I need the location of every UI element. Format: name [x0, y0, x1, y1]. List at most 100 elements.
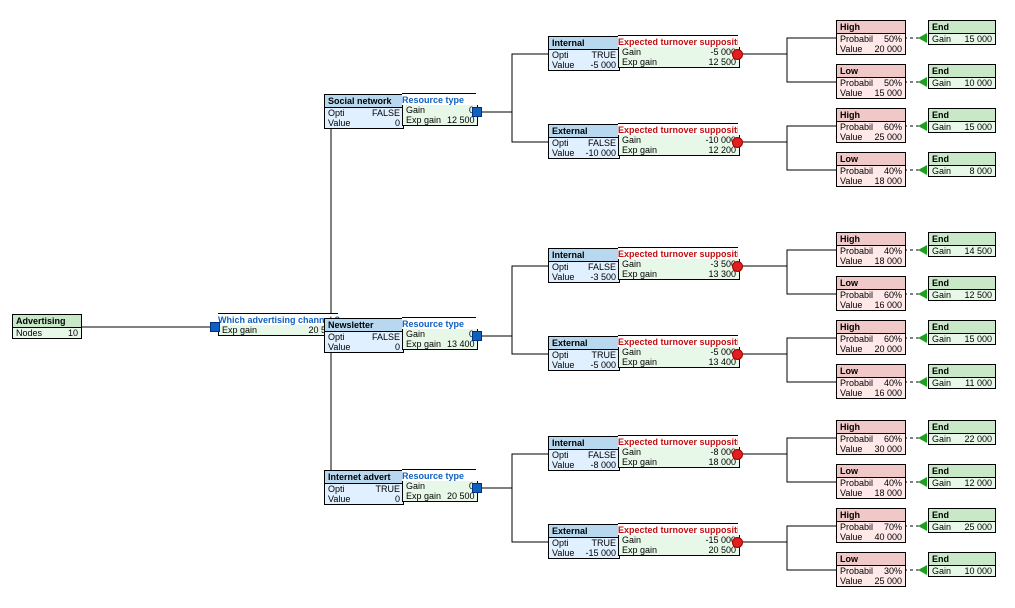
chance-marker-1-1: [732, 349, 743, 360]
outcome-0: HighProbabil50%Value20 000: [836, 20, 906, 55]
chance-marker-0-0: [732, 49, 743, 60]
decision-marker-root: [210, 322, 220, 332]
outcome-4-title: High: [837, 233, 905, 246]
resource-2-0-title: Internal: [549, 437, 619, 450]
outcome-3-title: Low: [837, 153, 905, 166]
outcome-0-title: High: [837, 21, 905, 34]
root-title: Advertising: [13, 315, 81, 328]
resource-0-1: ExternalOptiFALSEValue-10 000: [548, 124, 620, 159]
end-5-title: End: [929, 277, 995, 290]
outcome-7: LowProbabil40%Value16 000: [836, 364, 906, 399]
chance-marker-0-1: [732, 137, 743, 148]
end-2-title: End: [929, 109, 995, 122]
end-6-title: End: [929, 321, 995, 334]
channel-side-2-label: Resource type: [402, 469, 476, 481]
channel-side-0: Gain0Exp gain12 500: [402, 105, 478, 126]
resource-side-0-1: Gain-10 000Exp gain12 200: [618, 135, 740, 156]
resource-0-0: InternalOptiTRUEValue-5 000: [548, 36, 620, 71]
channel-2: Internet advertOptiTRUEValue0: [324, 470, 404, 505]
end-marker-9: [918, 477, 927, 487]
end-marker-10: [918, 521, 927, 531]
end-9-title: End: [929, 465, 995, 478]
root-nodes-value: 10: [42, 328, 78, 338]
end-marker-2: [918, 121, 927, 131]
end-marker-3: [918, 165, 927, 175]
outcome-8-title: High: [837, 421, 905, 434]
outcome-6-title: High: [837, 321, 905, 334]
outcome-9-title: Low: [837, 465, 905, 478]
outcome-5: LowProbabil60%Value16 000: [836, 276, 906, 311]
end-marker-4: [918, 245, 927, 255]
channel-side-2: Gain0Exp gain20 500: [402, 481, 478, 502]
end-1-title: End: [929, 65, 995, 78]
outcome-3: LowProbabil40%Value18 000: [836, 152, 906, 187]
channel-side-1: Gain0Exp gain13 400: [402, 329, 478, 350]
resource-side-0-0: Gain-5 000Exp gain12 500: [618, 47, 740, 68]
outcome-11-title: Low: [837, 553, 905, 566]
outcome-9: LowProbabil40%Value18 000: [836, 464, 906, 499]
end-11: EndGain10 000: [928, 552, 996, 577]
end-0-title: End: [929, 21, 995, 34]
resource-side-1-0: Gain-3 500Exp gain13 300: [618, 259, 740, 280]
end-7-title: End: [929, 365, 995, 378]
channel-side-0-label: Resource type: [402, 93, 476, 105]
outcome-2: HighProbabil60%Value25 000: [836, 108, 906, 143]
end-1: EndGain10 000: [928, 64, 996, 89]
end-10: EndGain25 000: [928, 508, 996, 533]
end-3: EndGain8 000: [928, 152, 996, 177]
channel-0: Social networkOptiFALSEValue0: [324, 94, 404, 129]
outcome-7-title: Low: [837, 365, 905, 378]
resource-1-0: InternalOptiFALSEValue-3 500: [548, 248, 620, 283]
resource-2-1: ExternalOptiTRUEValue-15 000: [548, 524, 620, 559]
end-11-title: End: [929, 553, 995, 566]
end-5: EndGain12 500: [928, 276, 996, 301]
outcome-11: LowProbabil30%Value25 000: [836, 552, 906, 587]
resource-side-1-1-label: Expected turnover supposition: [618, 335, 738, 347]
channel-0-title: Social network: [325, 95, 403, 108]
end-2: EndGain15 000: [928, 108, 996, 133]
outcome-10-title: High: [837, 509, 905, 522]
outcome-8: HighProbabil60%Value30 000: [836, 420, 906, 455]
end-0: EndGain15 000: [928, 20, 996, 45]
end-6: EndGain15 000: [928, 320, 996, 345]
end-3-title: End: [929, 153, 995, 166]
resource-side-2-0-label: Expected turnover supposition: [618, 435, 738, 447]
channel-1: NewsletterOptiFALSEValue0: [324, 318, 404, 353]
outcome-10: HighProbabil70%Value40 000: [836, 508, 906, 543]
resource-side-0-1-label: Expected turnover supposition: [618, 123, 738, 135]
outcome-2-title: High: [837, 109, 905, 122]
channel-side-1-label: Resource type: [402, 317, 476, 329]
resource-0-1-title: External: [549, 125, 619, 138]
end-marker-5: [918, 289, 927, 299]
root-nodes-label: Nodes: [16, 328, 42, 338]
root-expgain-label: Exp gain: [222, 325, 257, 335]
resource-side-2-0: Gain-8 000Exp gain18 000: [618, 447, 740, 468]
end-marker-8: [918, 433, 927, 443]
resource-1-1: ExternalOptiTRUEValue-5 000: [548, 336, 620, 371]
decision-marker-ch-0: [472, 107, 482, 117]
outcome-1-title: Low: [837, 65, 905, 78]
channel-2-title: Internet advert: [325, 471, 403, 484]
resource-side-1-0-label: Expected turnover supposition: [618, 247, 738, 259]
end-4: EndGain14 500: [928, 232, 996, 257]
outcome-1: LowProbabil50%Value15 000: [836, 64, 906, 99]
end-7: EndGain11 000: [928, 364, 996, 389]
channel-1-title: Newsletter: [325, 319, 403, 332]
resource-side-0-0-label: Expected turnover supposition: [618, 35, 738, 47]
resource-side-1-1: Gain-5 000Exp gain13 400: [618, 347, 740, 368]
resource-1-0-title: Internal: [549, 249, 619, 262]
end-4-title: End: [929, 233, 995, 246]
end-marker-11: [918, 565, 927, 575]
resource-2-0: InternalOptiFALSEValue-8 000: [548, 436, 620, 471]
resource-side-2-1: Gain-15 000Exp gain20 500: [618, 535, 740, 556]
end-9: EndGain12 000: [928, 464, 996, 489]
end-8: EndGain22 000: [928, 420, 996, 445]
resource-0-0-title: Internal: [549, 37, 619, 50]
outcome-6: HighProbabil60%Value20 000: [836, 320, 906, 355]
resource-2-1-title: External: [549, 525, 619, 538]
outcome-5-title: Low: [837, 277, 905, 290]
chance-marker-1-0: [732, 261, 743, 272]
chance-marker-2-0: [732, 449, 743, 460]
resource-1-1-title: External: [549, 337, 619, 350]
decision-marker-ch-1: [472, 331, 482, 341]
